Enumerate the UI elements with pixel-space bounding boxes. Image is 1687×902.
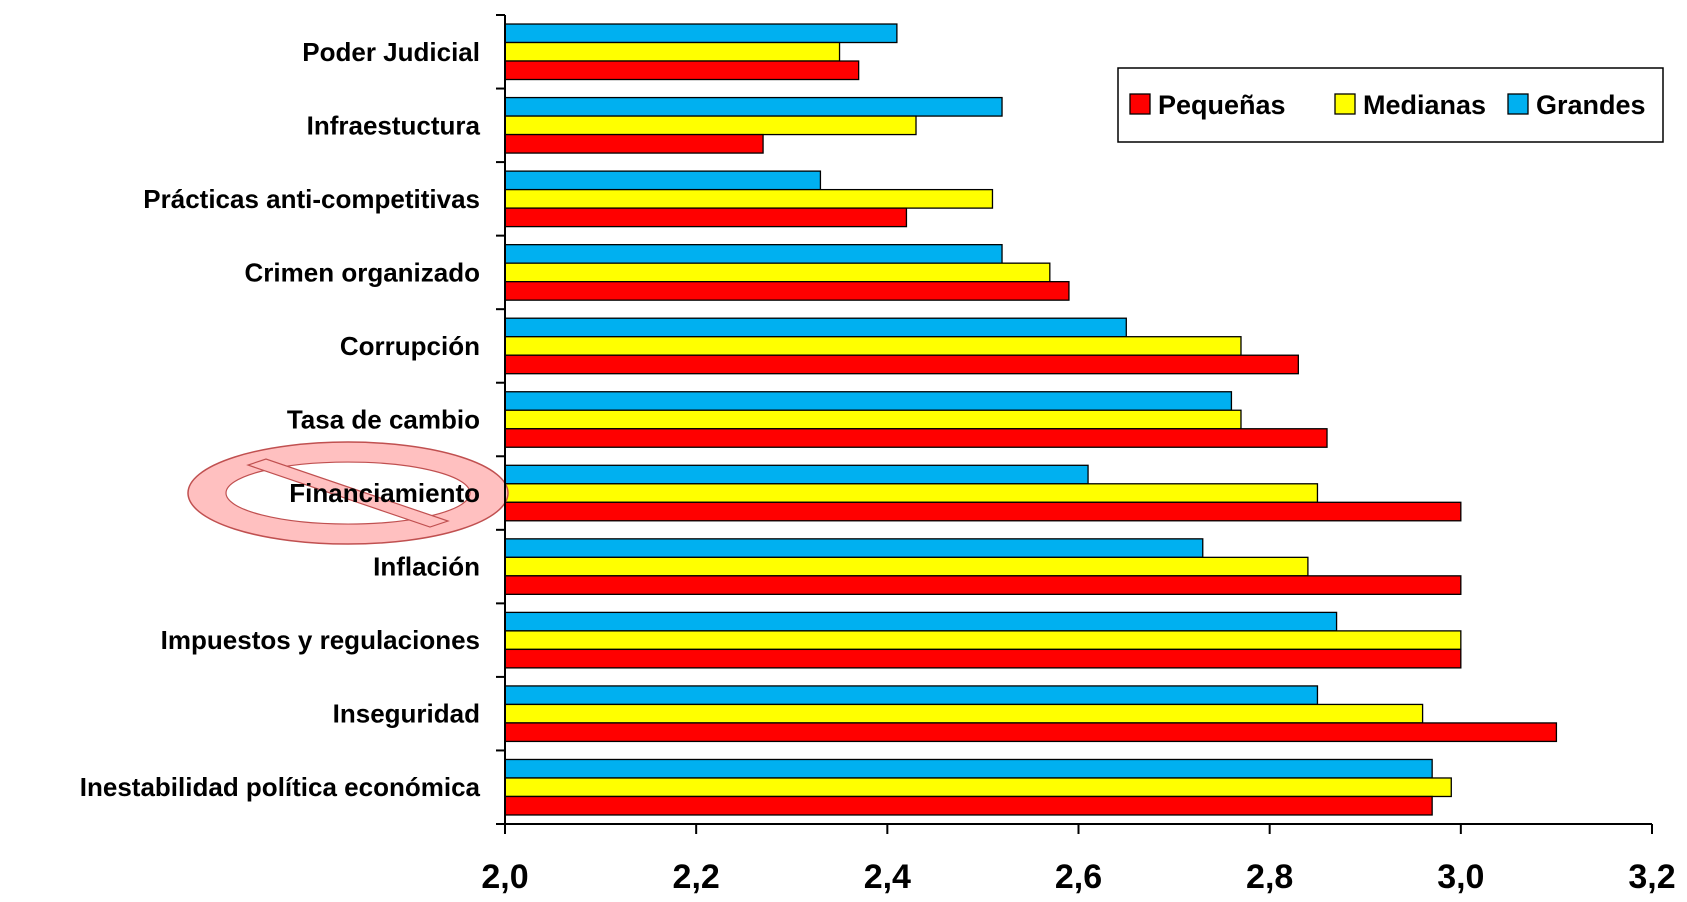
category-label-practicas-anti-competitivas: Prácticas anti-competitivas: [143, 184, 480, 214]
legend-swatch-grandes: [1508, 94, 1528, 114]
bar-pequenas-tasa-de-cambio: [505, 429, 1327, 448]
bar-medianas-crimen-organizado: [505, 263, 1050, 282]
bar-grandes-inflacion: [505, 539, 1203, 558]
bar-pequenas-infraestuctura: [505, 135, 763, 154]
bar-grandes-corrupcion: [505, 318, 1126, 337]
x-tick-label-3: 2,6: [1055, 858, 1102, 896]
category-label-corrupcion: Corrupción: [340, 331, 480, 361]
bar-medianas-impuestos-y-regulaciones: [505, 631, 1461, 650]
bar-pequenas-crimen-organizado: [505, 282, 1069, 301]
x-tick-label-4: 2,8: [1246, 858, 1293, 896]
category-label-inestabilidad-politica-economica: Inestabilidad política económica: [80, 772, 481, 802]
bar-pequenas-inflacion: [505, 576, 1461, 595]
bar-pequenas-poder-judicial: [505, 61, 859, 80]
bar-grandes-practicas-anti-competitivas: [505, 171, 820, 190]
bar-medianas-practicas-anti-competitivas: [505, 190, 992, 209]
bar-pequenas-financiamiento: [505, 502, 1461, 520]
bar-medianas-infraestuctura: [505, 116, 916, 134]
bar-pequenas-corrupcion: [505, 355, 1298, 374]
category-label-impuestos-y-regulaciones: Impuestos y regulaciones: [161, 625, 480, 655]
bar-medianas-corrupcion: [505, 337, 1241, 356]
x-tick-label-5: 3,0: [1437, 858, 1484, 896]
bar-grandes-financiamiento: [505, 465, 1088, 484]
category-label-poder-judicial: Poder Judicial: [302, 37, 480, 67]
category-labels: Inestabilidad política económica Inseguri…: [80, 37, 481, 802]
bar-grandes-crimen-organizado: [505, 245, 1002, 264]
bar-medianas-poder-judicial: [505, 43, 840, 62]
bar-pequenas-inestabilidad-politica-economica: [505, 796, 1432, 815]
legend: Pequeñas Medianas Grandes: [1118, 68, 1663, 142]
bar-pequenas-impuestos-y-regulaciones: [505, 649, 1461, 668]
legend-swatch-medianas: [1335, 94, 1355, 114]
x-tick-label-6: 3,2: [1628, 858, 1675, 896]
legend-label-medianas: Medianas: [1363, 90, 1486, 120]
category-label-financiamiento: Financiamiento: [289, 478, 480, 508]
bar-grandes-tasa-de-cambio: [505, 392, 1231, 411]
category-label-inflacion: Inflación: [373, 552, 480, 582]
bar-medianas-tasa-de-cambio: [505, 410, 1241, 429]
x-tick-label-0: 2,0: [481, 858, 528, 896]
bar-pequenas-practicas-anti-competitivas: [505, 208, 906, 227]
bar-grandes-inseguridad: [505, 686, 1317, 705]
bar-grandes-impuestos-y-regulaciones: [505, 612, 1337, 631]
bar-medianas-inseguridad: [505, 704, 1423, 723]
bar-grandes-infraestuctura: [505, 98, 1002, 117]
legend-swatch-pequenas: [1130, 94, 1150, 114]
bar-medianas-financiamiento: [505, 484, 1317, 503]
bar-pequenas-inseguridad: [505, 723, 1556, 742]
legend-label-grandes: Grandes: [1536, 90, 1646, 120]
x-tick-label-1: 2,2: [673, 858, 720, 896]
x-tick-labels: 2,0 2,2 2,4 2,6 2,8 3,0 3,2: [481, 858, 1675, 896]
bar-grandes-poder-judicial: [505, 24, 897, 43]
bar-medianas-inestabilidad-politica-economica: [505, 778, 1451, 797]
category-label-tasa-de-cambio: Tasa de cambio: [287, 405, 480, 435]
legend-label-pequenas: Pequeñas: [1158, 90, 1286, 120]
category-label-inseguridad: Inseguridad: [333, 699, 480, 729]
x-tick-label-2: 2,4: [864, 858, 911, 896]
category-label-infraestuctura: Infraestuctura: [307, 110, 481, 140]
category-label-crimen-organizado: Crimen organizado: [245, 257, 480, 287]
bar-medianas-inflacion: [505, 557, 1308, 576]
bar-grandes-inestabilidad-politica-economica: [505, 759, 1432, 778]
